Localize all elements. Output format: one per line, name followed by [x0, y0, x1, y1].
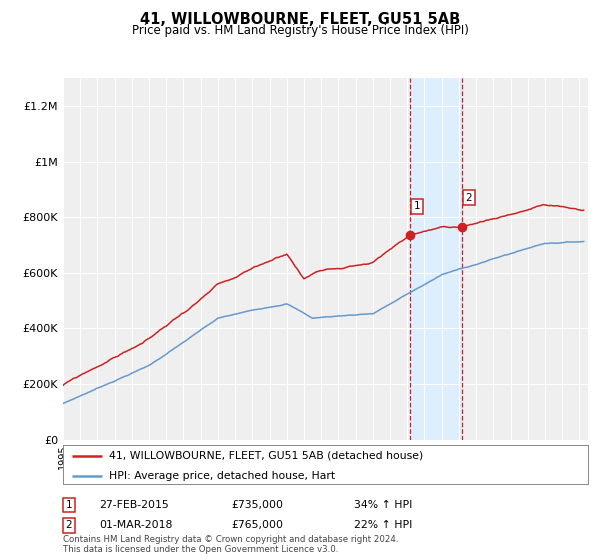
- Text: 41, WILLOWBOURNE, FLEET, GU51 5AB: 41, WILLOWBOURNE, FLEET, GU51 5AB: [140, 12, 460, 27]
- Text: 1: 1: [65, 500, 73, 510]
- Text: 34% ↑ HPI: 34% ↑ HPI: [354, 500, 412, 510]
- Text: Contains HM Land Registry data © Crown copyright and database right 2024.
This d: Contains HM Land Registry data © Crown c…: [63, 535, 398, 554]
- Bar: [410, 78, 462, 440]
- Text: 1: 1: [413, 201, 420, 211]
- Text: 2: 2: [65, 520, 73, 530]
- Text: 27-FEB-2015: 27-FEB-2015: [99, 500, 169, 510]
- Text: 41, WILLOWBOURNE, FLEET, GU51 5AB (detached house): 41, WILLOWBOURNE, FLEET, GU51 5AB (detac…: [109, 451, 424, 461]
- Text: HPI: Average price, detached house, Hart: HPI: Average price, detached house, Hart: [109, 471, 335, 481]
- Text: 2: 2: [466, 193, 472, 203]
- Text: 22% ↑ HPI: 22% ↑ HPI: [354, 520, 412, 530]
- Text: Price paid vs. HM Land Registry's House Price Index (HPI): Price paid vs. HM Land Registry's House …: [131, 24, 469, 36]
- Text: £765,000: £765,000: [231, 520, 283, 530]
- Text: £735,000: £735,000: [231, 500, 283, 510]
- Text: 01-MAR-2018: 01-MAR-2018: [99, 520, 172, 530]
